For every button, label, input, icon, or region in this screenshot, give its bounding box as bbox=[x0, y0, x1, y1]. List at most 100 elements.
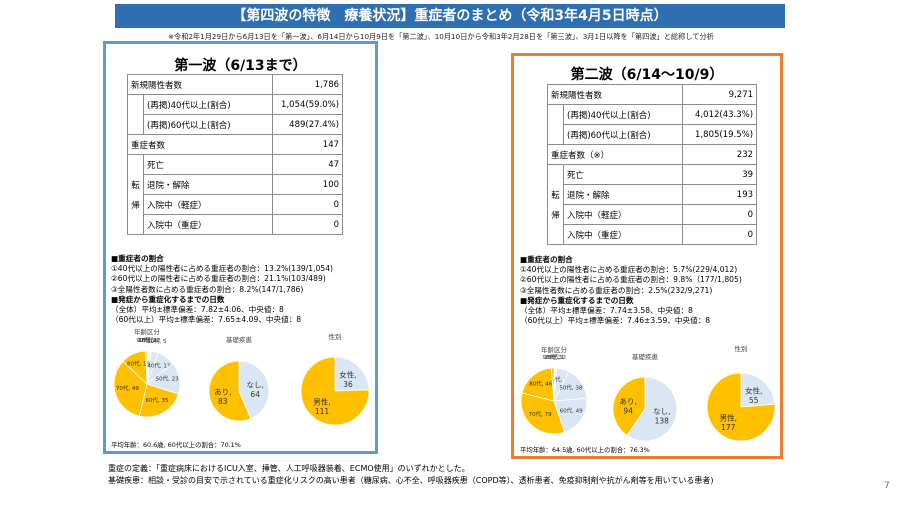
severe-definition: 重症の定義：「重症病床におけるICU入室、挿管、人工呼吸器装着、ECMO使用」の… bbox=[108, 464, 470, 473]
table-cell-label: 退院・解除 bbox=[142, 174, 274, 195]
pie-slice-value: 36 bbox=[343, 380, 353, 389]
table-cell-value: 1,805(19.5%) bbox=[682, 124, 758, 145]
wave2-title: 第二波（6/14～10/9） bbox=[570, 67, 724, 83]
table-row: 転退院・解除 193 bbox=[547, 184, 758, 205]
table-cell-value: 100 bbox=[272, 174, 344, 195]
pie-slice-label: 90代, 1 bbox=[136, 336, 156, 344]
pie-slice-value: 64 bbox=[250, 390, 260, 399]
pie-slice-label: 20代, 2 bbox=[141, 336, 161, 344]
pie-title: 基礎疾患 bbox=[632, 352, 659, 361]
stats-heading: ■重症者の割合 bbox=[520, 255, 573, 264]
pie-slice-label: 女性, 55 bbox=[745, 385, 762, 405]
stats-line: ②60代以上の陽性者に占める重症者の割合：21.1%(103/489) bbox=[111, 274, 326, 284]
pie-slice-label: 60代, 35 bbox=[146, 396, 169, 404]
table-row: (再掲)60代以上(割合) 489(27.4%) bbox=[127, 114, 344, 135]
wave2-stats: ■重症者の割合 ①40代以上の陽性者に占める重症者の割合：5.7%(229/4,… bbox=[520, 255, 742, 326]
stats-line: （全体）平均±標準偏差：7.74±3.58、中央値：8 bbox=[520, 306, 693, 316]
table-cell-label: 重症者数 bbox=[126, 134, 274, 155]
stats-line: （60代以上）平均±標準偏差：7.46±3.59、中央値：8 bbox=[520, 316, 711, 326]
pie-slice-value: 177 bbox=[721, 423, 736, 432]
pie-slice-label: 男性, 111 bbox=[313, 396, 330, 416]
pie-slice-label: 30代, 5 bbox=[147, 337, 167, 345]
stats-line: ③全陽性者数に占める重症者の割合：8.2%(147/1,786) bbox=[111, 284, 304, 294]
table-row: 入院中（重症） 0 bbox=[127, 214, 344, 235]
pie-slice-label: あり, 83 bbox=[214, 387, 231, 406]
stats-line: ①40代以上の陽性者に占める重症者の割合：5.7%(229/4,012) bbox=[520, 265, 738, 275]
pie-slice bbox=[113, 360, 148, 417]
wave2-table: 新規陽性者数 9,271 (再掲)40代以上(割合) 4,012(43.3%) (再… bbox=[546, 84, 758, 245]
table-cell-label: 死亡 bbox=[562, 164, 684, 185]
table-cell-label: 入院中（重症） bbox=[142, 214, 274, 235]
pie-slice bbox=[334, 356, 370, 392]
pie-slice-label: 20代, 1 bbox=[545, 353, 565, 361]
pie-title: 年齢区分 bbox=[134, 327, 161, 336]
table-cell-label: 重症者数（※） bbox=[546, 144, 684, 165]
table-cell-label: 退院・解除 bbox=[562, 184, 684, 205]
pie-title: 性別 bbox=[329, 332, 342, 341]
pie-slice-label: 70代, 49 bbox=[116, 384, 139, 392]
stats-line: （全体）平均±標準偏差：7.82±4.06、中央値：8 bbox=[111, 305, 284, 315]
pie-slice bbox=[238, 360, 270, 420]
pie-slice bbox=[706, 372, 776, 442]
table-row: (再掲)40代以上(割合) 4,012(43.3%) bbox=[547, 104, 758, 125]
table-cell-value: 232 bbox=[682, 144, 758, 165]
stats-line: ③全陽性者数に占める重症者の割合：2.5%(232/9,271) bbox=[520, 285, 713, 295]
table-cell-value: 0 bbox=[272, 214, 344, 235]
table-cell-label: 入院中（重症） bbox=[562, 224, 684, 245]
pie-title: 基礎疾患 bbox=[226, 335, 253, 344]
pie-slice bbox=[521, 367, 555, 402]
definitions: 重症の定義：「重症病床におけるICU入室、挿管、人工呼吸器装着、ECMO使用」の… bbox=[108, 463, 714, 487]
pie-slice bbox=[520, 392, 566, 435]
table-cell-label: (再掲)40代以上(割合) bbox=[142, 94, 274, 115]
table-cell-value: 0 bbox=[682, 204, 758, 225]
table-cell-label: 入院中（軽症） bbox=[562, 204, 684, 225]
pie-slice bbox=[626, 376, 678, 442]
pie-slice-value: 55 bbox=[749, 396, 759, 405]
wave1-title: 第一波（6/13まで） bbox=[174, 58, 307, 74]
table-cell-value: 47 bbox=[272, 154, 344, 175]
table-row: 帰入院中（軽症） 0 bbox=[127, 194, 344, 215]
table-row: 死亡 39 bbox=[547, 164, 758, 185]
pie-slice bbox=[208, 360, 252, 422]
pie-slice-label: 40代, 13 bbox=[147, 361, 170, 369]
pie-slice bbox=[553, 397, 588, 433]
table-row: (再掲)40代以上(割合) 1,054(59.0%) bbox=[127, 94, 344, 115]
wave1-table: 新規陽性者数 1,786 (再掲)40代以上(割合) 1,054(59.0%) (再… bbox=[126, 74, 344, 235]
table-row: 死亡 47 bbox=[127, 154, 344, 175]
side-label-ki: 帰 bbox=[547, 204, 564, 225]
table-cell-label: 入院中（軽症） bbox=[142, 194, 274, 215]
pie-slice bbox=[300, 356, 370, 426]
stats-line: （60代以上）平均±標準偏差：7.65±4.09、中央値：8 bbox=[111, 315, 302, 325]
table-cell-label: 死亡 bbox=[142, 154, 274, 175]
pie-slice bbox=[138, 383, 179, 418]
pie-title: 年齢区分 bbox=[541, 345, 568, 354]
stats-heading: ■発症から重症化するまでの日数 bbox=[111, 294, 225, 304]
stats-heading: ■発症から重症化するまでの日数 bbox=[520, 295, 634, 305]
pie-slice bbox=[740, 372, 776, 408]
side-label-ki: 帰 bbox=[127, 194, 144, 215]
pie-slice-label: 80代, 46 bbox=[529, 379, 552, 387]
table-cell-value: 1,054(59.0%) bbox=[272, 94, 344, 115]
pie-slice-label: 10代, 1 bbox=[138, 336, 158, 344]
pie-slice-label: 男性, 177 bbox=[720, 413, 737, 433]
table-cell-value: 4,012(43.3%) bbox=[682, 104, 758, 125]
page-number: 7 bbox=[884, 481, 890, 491]
pie-slice-label: あり, 94 bbox=[620, 397, 637, 416]
table-row: 帰入院中（軽症） 0 bbox=[547, 204, 758, 225]
pie-slice-value: 138 bbox=[655, 417, 670, 426]
pie-slice-label: 50代, 38 bbox=[559, 384, 582, 392]
table-row: 新規陽性者数 1,786 bbox=[126, 74, 344, 95]
pie-slice-value: 111 bbox=[315, 407, 330, 416]
underlying-disease-definition: 基礎疾患：相談・受診の目安で示されている重症化リスクの高い患者（糖尿病、心不全、… bbox=[108, 476, 714, 485]
pie-slice-label: 90代, 3 bbox=[543, 353, 563, 361]
pie-title: 性別 bbox=[735, 344, 748, 353]
table-cell-value: 9,271 bbox=[682, 84, 758, 105]
pie-slice-value: 83 bbox=[218, 397, 228, 406]
table-row: 新規陽性者数 9,271 bbox=[546, 84, 758, 105]
pie-slice-label: なし, 138 bbox=[653, 407, 670, 426]
pie-slice-label: 80代, 18 bbox=[127, 359, 150, 367]
table-cell-label: (再掲)60代以上(割合) bbox=[142, 114, 274, 135]
side-label-ten: 転 bbox=[127, 174, 144, 195]
